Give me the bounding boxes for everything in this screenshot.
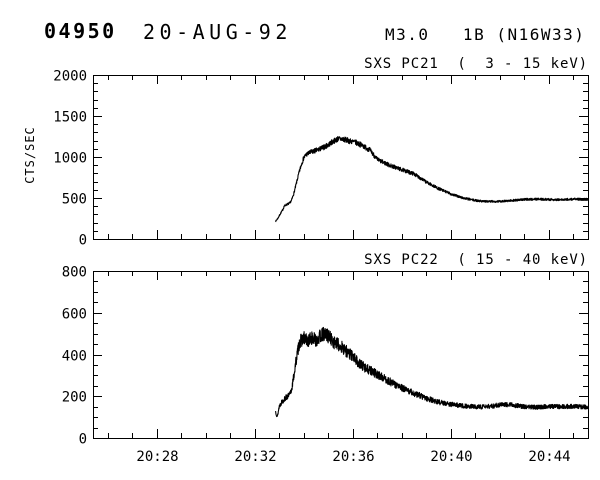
axis-box — [93, 271, 589, 439]
x-tick-label: 20:40 — [430, 449, 472, 465]
y-tick-label: 2000 — [53, 69, 87, 85]
light-curve-trace — [275, 136, 589, 223]
x-tick-label: 20:44 — [528, 449, 570, 465]
y-tick-label: 400 — [62, 349, 87, 365]
y-tick-label: 200 — [62, 390, 87, 406]
flare-class-location: M3.0 1B (N16W33) — [385, 25, 586, 44]
y-tick-label: 600 — [62, 307, 87, 323]
y-tick-label: 500 — [62, 192, 87, 208]
flare-event-number: 04950 — [44, 19, 117, 43]
detector-pc21-title: SXS PC21 ( 3 - 15 keV) — [364, 56, 588, 72]
x-tick-label: 20:28 — [136, 449, 178, 465]
y-tick-label: 800 — [62, 265, 87, 281]
detector-pc22-title: SXS PC22 ( 15 - 40 keV) — [364, 252, 588, 268]
axis-box — [93, 75, 589, 240]
y-tick-label: 0 — [79, 432, 87, 448]
x-tick-label: 20:32 — [234, 449, 276, 465]
x-tick-label: 20:36 — [332, 449, 374, 465]
y-tick-label: 0 — [79, 233, 87, 249]
flare-date: 20-AUG-92 — [143, 20, 292, 44]
y-tick-label: 1500 — [53, 110, 87, 126]
light-curve-trace — [275, 326, 589, 418]
y-tick-label: 1000 — [53, 151, 87, 167]
